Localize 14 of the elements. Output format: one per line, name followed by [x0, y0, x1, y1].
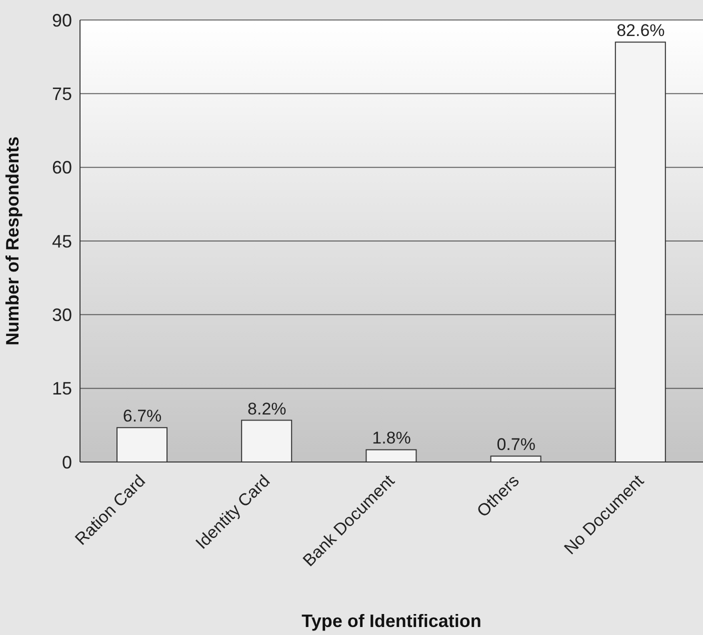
y-tick-label: 75	[52, 84, 72, 104]
y-tick-label: 60	[52, 158, 72, 178]
y-tick-label: 90	[52, 10, 72, 30]
y-tick-label: 15	[52, 378, 72, 399]
annotation: 0.7%	[496, 435, 536, 454]
annotation: 1.8%	[372, 428, 411, 448]
x-axis-title: Type of Identification	[302, 611, 482, 631]
annotation: 82.6%	[616, 21, 665, 40]
y-axis-title: Number of Respondents	[2, 136, 22, 346]
y-tick-label: 45	[52, 231, 72, 252]
annotation: 8.2%	[248, 399, 286, 418]
y-tick-label: 30	[52, 305, 72, 326]
y-tick-label: 0	[62, 452, 72, 472]
annotation: 6.7%	[122, 406, 162, 426]
